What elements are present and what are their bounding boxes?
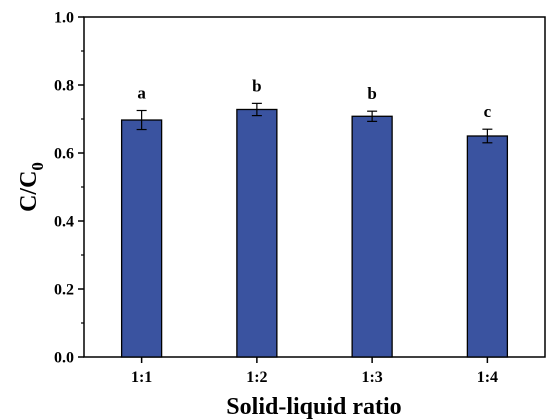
y-tick-label: 0.6 — [54, 146, 74, 163]
y-tick-label: 0.8 — [54, 78, 74, 95]
x-tick-label: 1:4 — [477, 369, 498, 386]
significance-label: b — [367, 84, 376, 103]
y-axis-title-main: C/C — [16, 171, 42, 212]
x-tick-label: 1:1 — [131, 369, 152, 386]
significance-label: b — [252, 76, 261, 95]
y-axis-title: C/C0 — [16, 162, 47, 212]
x-tick-label: 1:2 — [246, 369, 267, 386]
significance-label: c — [484, 102, 492, 121]
y-tick-label: 0.0 — [54, 350, 74, 367]
x-tick-label: 1:3 — [361, 369, 382, 386]
x-axis-title: Solid-liquid ratio — [226, 394, 401, 420]
bar — [236, 108, 278, 358]
bar — [351, 115, 393, 358]
y-tick-label: 1.0 — [54, 10, 74, 27]
bar-series: a b b c — [120, 76, 509, 358]
x-axis: 1:1 1:2 1:3 1:4 — [131, 357, 498, 386]
significance-label: a — [137, 84, 146, 103]
bar — [466, 135, 509, 358]
y-axis-title-subscript: 0 — [28, 162, 47, 171]
y-tick-label: 0.4 — [54, 214, 74, 231]
y-tick-label: 0.2 — [54, 282, 74, 299]
y-axis: 0.0 0.2 0.4 0.6 0.8 1.0 — [54, 10, 84, 367]
bar — [120, 119, 163, 358]
